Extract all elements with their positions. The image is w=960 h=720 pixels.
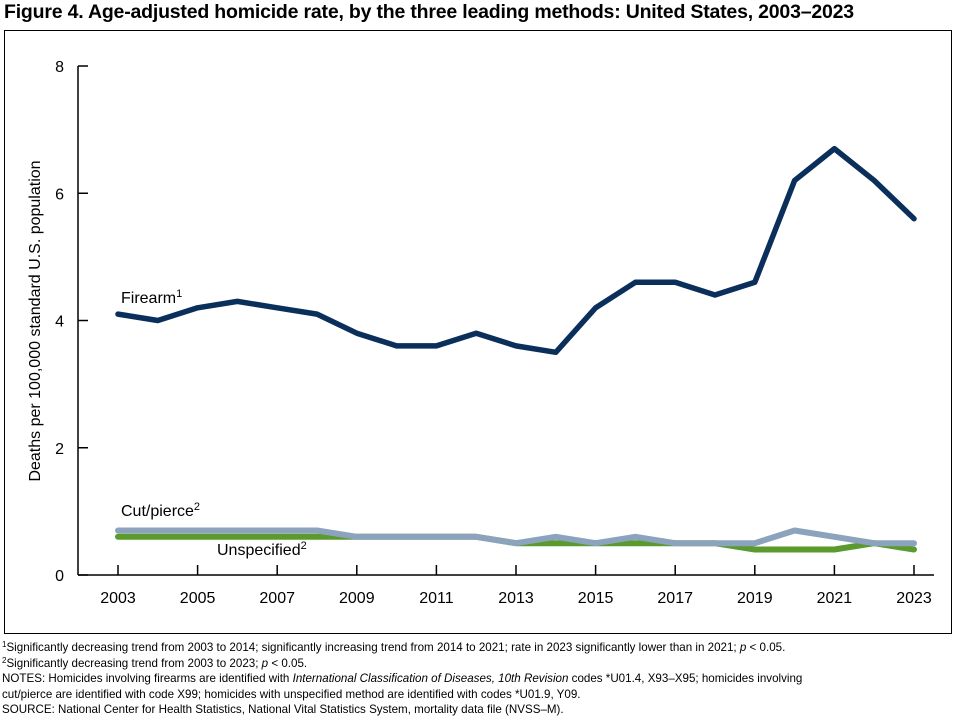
footnote-2: 2Significantly decreasing trend from 200… [2, 655, 308, 670]
y-tick-label: 4 [55, 314, 64, 331]
x-tick-label: 2023 [896, 590, 932, 607]
series-labels: Firearm1 Cut/pierce2 Unspecified2 [121, 288, 307, 559]
footnote-1: 1Significantly decreasing trend from 200… [2, 640, 786, 655]
x-tick-label: 2009 [339, 590, 375, 607]
x-tick-label: 2011 [419, 590, 454, 607]
series-label-firearm: Firearm1 [121, 288, 182, 307]
y-tick-label: 2 [55, 441, 64, 458]
series-line-cut-pierce [115, 527, 917, 547]
footnotes: 1Significantly decreasing trend from 200… [2, 640, 957, 718]
x-tick-label: 2017 [657, 590, 693, 607]
y-tick-label: 6 [55, 186, 64, 203]
y-tick-label: 8 [55, 59, 64, 76]
x-tick-label: 2013 [498, 590, 534, 607]
source-text: SOURCE: National Center for Health Stati… [2, 703, 564, 717]
x-tick-label: 2015 [578, 590, 614, 607]
x-tick-label: 2003 [100, 590, 136, 607]
chart-frame [4, 30, 952, 634]
figure-title: Figure 4. Age-adjusted homicide rate, by… [4, 1, 854, 23]
x-tick-label: 2021 [817, 590, 853, 607]
series-label-unspecified: Unspecified2 [217, 540, 307, 559]
series-layer [115, 145, 917, 553]
y-axis-label: Deaths per 100,000 standard U.S. populat… [27, 160, 44, 481]
y-tick-label: 0 [55, 568, 64, 585]
series-label-cut-pierce: Cut/pierce2 [121, 501, 200, 520]
series-line-firearm [115, 145, 917, 356]
x-tick-label: 2007 [259, 590, 295, 607]
x-tick-label: 2019 [737, 590, 773, 607]
x-tick-label: 2005 [180, 590, 216, 607]
chart-axes: 0 2 4 6 8 2003 2005 2007 2009 2011 2013 2015 2017 201… [55, 59, 934, 607]
notes-text: NOTES: Homicides involving firearms are … [2, 672, 803, 701]
